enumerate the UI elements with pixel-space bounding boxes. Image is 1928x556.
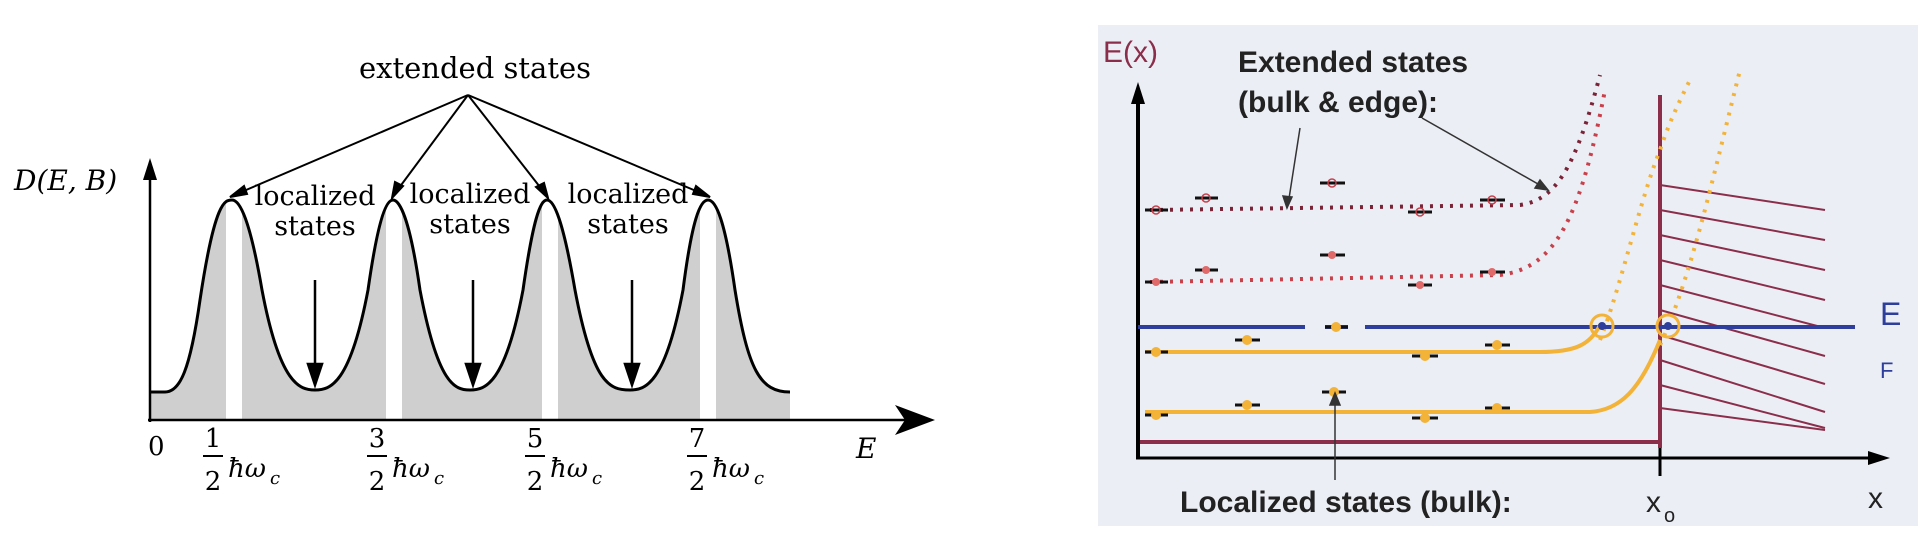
edge-x-axis-label: x [1868,482,1883,515]
extended-states-title-line2: (bulk & edge): [1238,86,1438,119]
localized-label-3-line1: localized [568,179,689,210]
localized-label-1-line2: states [274,211,356,242]
fermi-level-subscript: F [1880,358,1893,383]
edge-x-axis-arrowhead [1868,451,1890,465]
peak-label-7: 7 2 ħω c [687,424,764,497]
svg-text:c: c [592,468,602,489]
upper-level-dark-dotted [1149,74,1602,212]
localized-states-title: Localized states (bulk): [1180,486,1512,519]
fermi-crossing-circle-1 [1589,313,1615,339]
fermi-level-label: E [1880,296,1901,332]
orange-level-upper [1145,324,1602,354]
pointer-arrows [1281,117,1550,480]
extended-states-arrows [229,94,711,202]
fermi-crossing-dot-1 [1598,322,1606,330]
dos-y-axis-arrowhead [143,158,157,180]
extended-state-gap-1 [226,190,242,422]
svg-text:1: 1 [205,424,222,454]
svg-text:c: c [270,468,280,489]
svg-text:ħω: ħω [392,454,430,484]
localized-label-2-line1: localized [410,179,531,210]
extended-state-gap-2 [386,190,402,422]
dos-x-axis-arrowhead [895,405,935,435]
edge-position-label: x [1646,486,1661,519]
extended-states-label: extended states [359,51,591,85]
peak-label-3: 3 2 ħω c [367,424,444,497]
edge-states-diagram: E(x) Extended states (bulk & edge): Loca… [1098,25,1918,527]
svg-text:ħω: ħω [550,454,588,484]
peak-energy-labels: 1 2 ħω c 3 2 ħω c 5 2 ħω c 7 [203,424,764,497]
hatch-lines [1659,184,1826,431]
svg-text:2: 2 [527,467,544,497]
svg-text:3: 3 [369,424,386,454]
svg-text:ħω: ħω [712,454,750,484]
dos-curve [150,198,791,394]
dos-origin-label: 0 [148,432,165,462]
fermi-crossing-dot-2 [1664,322,1672,330]
peak-label-5: 5 2 ħω c [525,424,602,497]
edge-diagram-background [1098,25,1918,526]
localized-label-1-line1: localized [255,181,376,212]
dos-shaded-area [150,200,790,420]
svg-text:c: c [754,468,764,489]
extended-states-title-line1: Extended states [1238,46,1468,79]
middle-level-red-dotted [1149,89,1607,284]
svg-text:c: c [434,468,444,489]
peak-label-1: 1 2 ħω c [203,424,280,497]
fermi-crossing-circle-2 [1655,313,1681,339]
orange-level-lower [1145,339,1662,414]
edge-y-axis-arrowhead [1131,82,1145,104]
dos-x-axis-label: E [855,432,876,465]
localized-states-labels: localized states localized states locali… [255,179,689,242]
dos-y-axis-label: D(E, B) [13,164,117,197]
edge-position-subscript: o [1664,505,1675,527]
localized-states-arrows [306,280,641,389]
svg-text:2: 2 [689,467,706,497]
svg-text:2: 2 [369,467,386,497]
svg-text:7: 7 [689,424,706,454]
edge-y-axis-label: E(x) [1103,36,1158,69]
localized-label-2-line2: states [429,209,511,240]
landau-level-dos-diagram: extended states D(E, B) E 0 localized st… [13,51,935,497]
svg-text:2: 2 [205,467,222,497]
extended-state-gap-4 [700,190,716,422]
svg-text:ħω: ħω [228,454,266,484]
svg-text:5: 5 [527,424,544,454]
lower-level-yellow-dotted-2 [1658,69,1742,346]
extended-state-gap-3 [542,190,558,422]
localized-state-dots [1151,178,1502,423]
localized-label-3-line2: states [587,209,669,240]
